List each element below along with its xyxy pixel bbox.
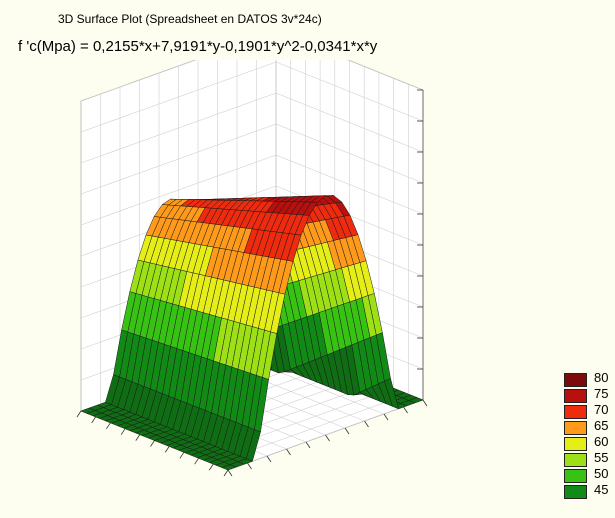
y-axis-tick xyxy=(305,441,311,449)
y-axis-tick xyxy=(247,462,252,470)
legend-swatch xyxy=(564,453,587,467)
x-axis-tick xyxy=(106,422,111,430)
y-axis-tick xyxy=(344,427,350,435)
x-axis-tick xyxy=(135,434,141,441)
legend-item: 70 xyxy=(560,402,615,419)
y-axis-tick xyxy=(227,469,233,477)
surface-cell xyxy=(221,464,237,471)
x-axis-tick xyxy=(223,469,229,477)
x-axis-tick xyxy=(208,463,214,471)
legend-item: 65 xyxy=(560,418,615,435)
legend-item: 80 xyxy=(560,370,615,387)
y-axis-tick xyxy=(422,399,428,407)
legend-label: 55 xyxy=(594,450,609,465)
legend-item: 60 xyxy=(560,434,615,451)
legend-swatch xyxy=(564,405,587,419)
chart-title: 3D Surface Plot (Spreadsheet en DATOS 3v… xyxy=(58,12,322,26)
y-axis-tick xyxy=(383,413,389,421)
y-axis-tick xyxy=(266,455,272,463)
y-axis-tick xyxy=(325,434,330,442)
x-axis-tick xyxy=(91,416,97,424)
x-axis-tick xyxy=(194,457,199,465)
x-axis-tick xyxy=(76,410,82,418)
surface-plot-area xyxy=(76,60,428,477)
legend-item: 55 xyxy=(560,450,615,467)
legend-label: 70 xyxy=(594,402,609,417)
y-axis-tick xyxy=(403,406,408,414)
chart-equation: f 'c(Mpa) = 0,2155*x+7,9191*y-0,1901*y^2… xyxy=(18,38,378,55)
legend-label: 80 xyxy=(594,370,609,385)
legend-swatch xyxy=(564,421,587,435)
x-axis-tick xyxy=(150,440,155,447)
legend-label: 60 xyxy=(594,434,609,449)
legend-swatch xyxy=(564,469,587,483)
legend-swatch xyxy=(564,373,587,387)
legend-label: 45 xyxy=(594,482,609,497)
x-axis-tick xyxy=(164,446,170,453)
x-axis-tick xyxy=(179,452,185,459)
x-axis-tick xyxy=(120,428,126,435)
legend-item: 45 xyxy=(560,482,615,499)
legend-swatch xyxy=(564,389,587,403)
legend-label: 50 xyxy=(594,466,609,481)
legend-label: 75 xyxy=(594,386,609,401)
legend-item: 50 xyxy=(560,466,615,483)
legend-swatch xyxy=(564,485,587,499)
legend-item: 75 xyxy=(560,386,615,403)
legend-label: 65 xyxy=(594,418,609,433)
y-axis-tick xyxy=(286,448,291,456)
legend-swatch xyxy=(564,437,587,451)
y-axis-tick xyxy=(364,420,369,428)
